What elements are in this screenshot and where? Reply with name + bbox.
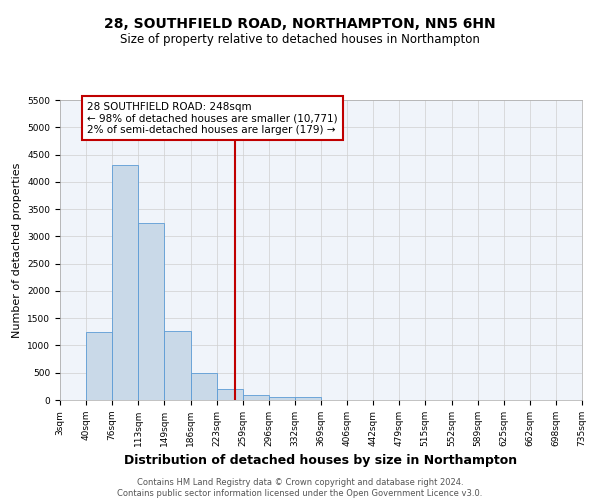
Bar	[242, 395, 269, 400]
X-axis label: Distribution of detached houses by size in Northampton: Distribution of detached houses by size …	[124, 454, 518, 468]
Text: Contains HM Land Registry data © Crown copyright and database right 2024.
Contai: Contains HM Land Registry data © Crown c…	[118, 478, 482, 498]
Text: 28, SOUTHFIELD ROAD, NORTHAMPTON, NN5 6HN: 28, SOUTHFIELD ROAD, NORTHAMPTON, NN5 6H…	[104, 18, 496, 32]
Bar	[139, 222, 164, 400]
Bar	[269, 396, 295, 400]
Bar	[217, 388, 242, 400]
Text: 28 SOUTHFIELD ROAD: 248sqm
← 98% of detached houses are smaller (10,771)
2% of s: 28 SOUTHFIELD ROAD: 248sqm ← 98% of deta…	[87, 102, 338, 134]
Bar	[164, 330, 191, 400]
Bar	[86, 332, 112, 400]
Bar	[112, 166, 139, 400]
Bar	[191, 374, 217, 400]
Bar	[295, 398, 321, 400]
Y-axis label: Number of detached properties: Number of detached properties	[12, 162, 22, 338]
Text: Size of property relative to detached houses in Northampton: Size of property relative to detached ho…	[120, 32, 480, 46]
